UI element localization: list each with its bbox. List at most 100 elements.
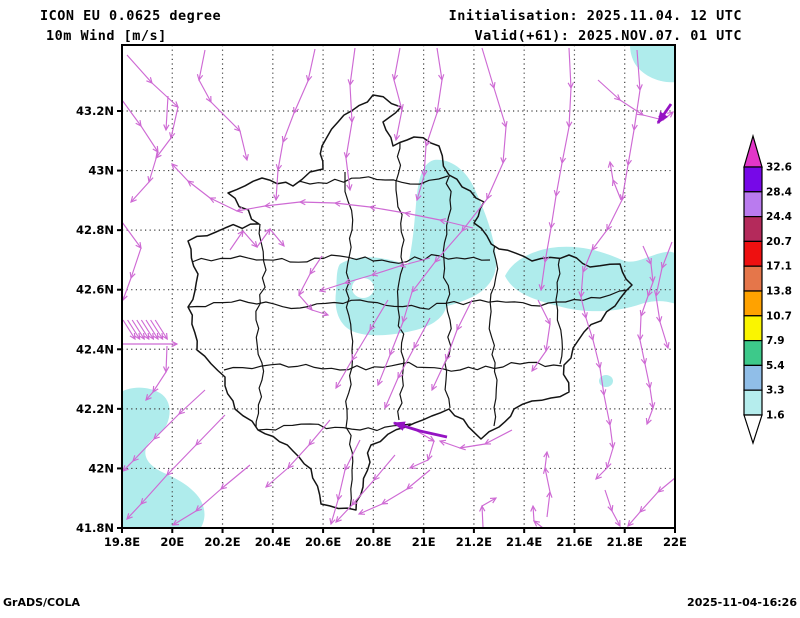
wind-arrow [165, 95, 169, 131]
arrowhead [281, 135, 288, 144]
arrowhead [329, 517, 336, 526]
arrowhead [627, 520, 634, 527]
arrowhead [347, 79, 354, 87]
arrowhead [153, 433, 160, 440]
arrowhead [351, 353, 358, 362]
colorbar-tick-label: 28.4 [766, 186, 792, 198]
arrowhead [369, 323, 376, 332]
arrowhead [171, 163, 178, 170]
wind-arrow [416, 47, 443, 201]
colorbar-segment [743, 315, 763, 342]
arrowhead [251, 241, 258, 248]
arrowhead [408, 463, 417, 469]
arrowhead [636, 109, 645, 116]
arrowhead [566, 121, 573, 129]
arrowhead [438, 218, 447, 225]
arrowhead [489, 497, 498, 504]
x-tick-label: 21.4E [506, 535, 542, 549]
plot-frame [121, 44, 676, 529]
arrowhead [406, 483, 413, 490]
arrowhead [649, 402, 656, 410]
arrowhead [567, 82, 574, 90]
colorbar-arrow-bottom [743, 414, 763, 445]
arrowhead [413, 341, 420, 350]
wind-arrow [544, 451, 551, 518]
arrowhead [376, 378, 383, 387]
arrowhead [605, 462, 612, 470]
arrowhead [380, 498, 389, 505]
arrowhead [611, 178, 618, 187]
colorbar-tick-label: 20.7 [766, 236, 792, 248]
arrowhead [234, 125, 241, 132]
arrowhead [384, 401, 390, 410]
arrowhead [426, 454, 433, 462]
colorbar-segment [743, 216, 763, 243]
arrowhead [431, 383, 438, 392]
init-time-label: Initialisation: 2025.11.04. 12 UTC [448, 8, 742, 24]
arrowhead [298, 198, 306, 206]
x-tick-label: 21.8E [607, 535, 643, 549]
municipality-border-line [188, 289, 631, 310]
wind-arrow [145, 345, 168, 401]
arrowhead [645, 382, 653, 390]
wind-arrow [298, 255, 329, 316]
arrowhead [333, 200, 341, 207]
wind-arrow [431, 299, 473, 391]
arrowhead-bold [657, 111, 669, 125]
colorbar-tick-label: 10.7 [766, 310, 792, 322]
arrowhead [637, 334, 644, 342]
arrowhead [595, 473, 602, 480]
arrowhead [126, 513, 133, 520]
arrowhead [388, 348, 395, 357]
arrowhead [483, 438, 492, 445]
colorbar-tick-label: 1.6 [766, 410, 785, 422]
wind-arrow [140, 319, 154, 340]
arrowhead [595, 361, 602, 370]
arrowhead [530, 504, 537, 512]
wind-shading-patch [630, 45, 675, 83]
field-title: 10m Wind [m/s] [46, 28, 167, 44]
y-tick-label: 43N [88, 164, 114, 178]
wind-arrow [154, 319, 168, 340]
arrowhead [162, 366, 170, 374]
arrowhead [434, 256, 441, 263]
arrowhead [609, 442, 616, 450]
wind-arrow [127, 319, 141, 340]
arrowhead [132, 455, 139, 462]
x-tick-label: 19.8E [104, 535, 140, 549]
arrowhead [129, 332, 136, 341]
arrowhead [208, 197, 217, 204]
wind-arrow [122, 221, 142, 301]
y-tick-label: 41.8N [76, 521, 114, 535]
arrowhead [421, 170, 428, 178]
grads-credit: GrADS/COLA [3, 596, 80, 609]
arrowhead [411, 285, 418, 294]
arrowhead [607, 505, 614, 513]
arrowhead [273, 194, 280, 202]
arrowhead [486, 192, 492, 201]
arrowhead [348, 116, 355, 124]
arrowhead [135, 120, 142, 128]
arrowhead [235, 206, 243, 214]
wind-shading-patch [403, 159, 497, 309]
arrowhead [308, 439, 315, 446]
y-tick-label: 42.4N [76, 342, 114, 356]
wind-arrow [136, 319, 150, 340]
wind-arrow [384, 317, 431, 409]
arrowhead [639, 506, 646, 513]
arrowhead [309, 267, 316, 276]
arrowhead [553, 190, 561, 198]
arrowhead [438, 439, 447, 446]
arrowhead [163, 124, 170, 132]
arrowhead [305, 75, 313, 83]
municipality-border-line [255, 223, 267, 431]
municipality-border-line [344, 172, 354, 509]
wind-arrow [330, 439, 361, 525]
colorbar-tick-label: 7.9 [766, 335, 785, 347]
municipality-border-line [191, 254, 491, 264]
x-tick-label: 20.6E [305, 535, 341, 549]
arrowhead [161, 332, 168, 341]
wind-arrow [172, 464, 251, 526]
arrowhead [293, 106, 299, 115]
arrowhead [639, 309, 646, 318]
